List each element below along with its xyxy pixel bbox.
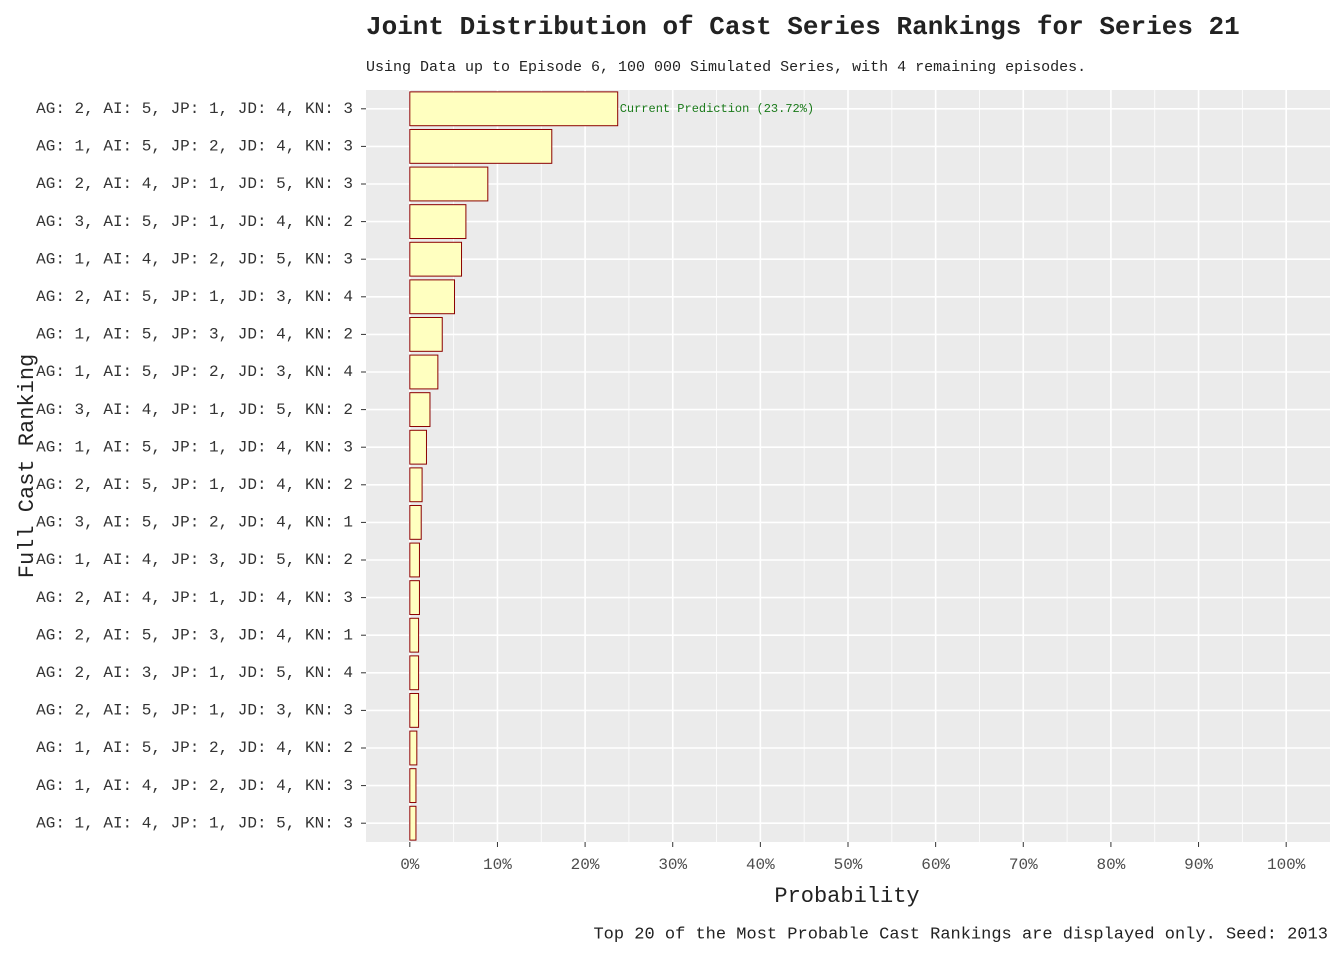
y-tick-label: AG: 1, AI: 5, JP: 2, JD: 3, KN: 4 xyxy=(36,363,353,381)
bar xyxy=(409,730,418,766)
x-tick-label: 30% xyxy=(658,856,687,874)
y-tick-label: AG: 3, AI: 5, JP: 1, JD: 4, KN: 2 xyxy=(36,213,353,231)
y-tick-label: AG: 2, AI: 5, JP: 1, JD: 4, KN: 2 xyxy=(36,476,353,494)
y-tick-label: AG: 1, AI: 5, JP: 3, JD: 4, KN: 2 xyxy=(36,326,353,344)
y-tick-label: AG: 1, AI: 5, JP: 2, JD: 4, KN: 3 xyxy=(36,138,353,156)
x-tick-label: 100% xyxy=(1267,856,1306,874)
y-tick-label: AG: 1, AI: 5, JP: 1, JD: 4, KN: 3 xyxy=(36,438,353,456)
bar xyxy=(409,241,463,277)
y-tick-label: AG: 1, AI: 5, JP: 2, JD: 4, KN: 2 xyxy=(36,739,353,757)
y-tick-label: AG: 2, AI: 4, JP: 1, JD: 4, KN: 3 xyxy=(36,589,353,607)
bar xyxy=(409,542,420,578)
y-tick-label: AG: 2, AI: 5, JP: 1, JD: 4, KN: 3 xyxy=(36,100,353,118)
x-tick-label: 90% xyxy=(1184,856,1213,874)
bar xyxy=(409,128,553,164)
x-tick-label: 50% xyxy=(834,856,863,874)
y-tick-label: AG: 2, AI: 5, JP: 1, JD: 3, KN: 4 xyxy=(36,288,353,306)
annotation: Current Prediction (23.72%) xyxy=(620,102,814,116)
x-axis-label: Probability xyxy=(774,884,919,909)
x-tick-label: 80% xyxy=(1097,856,1126,874)
y-tick-label: AG: 1, AI: 4, JP: 3, JD: 5, KN: 2 xyxy=(36,551,353,569)
y-axis-label: Full Cast Ranking xyxy=(15,354,40,578)
bar xyxy=(409,655,420,691)
bar xyxy=(409,166,489,202)
x-tick-label: 20% xyxy=(571,856,600,874)
x-tick-label: 70% xyxy=(1009,856,1038,874)
bar xyxy=(409,354,439,390)
x-tick-label: 40% xyxy=(746,856,775,874)
bar xyxy=(409,467,423,503)
bar xyxy=(409,692,420,728)
x-tick-label: 0% xyxy=(400,856,420,874)
y-tick-label: AG: 2, AI: 4, JP: 1, JD: 5, KN: 3 xyxy=(36,175,353,193)
bar xyxy=(409,204,467,240)
bar xyxy=(409,279,456,315)
y-tick-label: AG: 2, AI: 3, JP: 1, JD: 5, KN: 4 xyxy=(36,664,353,682)
bar xyxy=(409,617,420,653)
chart-subtitle: Using Data up to Episode 6, 100 000 Simu… xyxy=(366,59,1086,76)
bar xyxy=(409,504,422,540)
y-tick-label: AG: 1, AI: 4, JP: 1, JD: 5, KN: 3 xyxy=(36,814,353,832)
y-tick-label: AG: 2, AI: 5, JP: 1, JD: 3, KN: 3 xyxy=(36,702,353,720)
y-tick-label: AG: 1, AI: 4, JP: 2, JD: 4, KN: 3 xyxy=(36,777,353,795)
bar xyxy=(409,392,431,428)
bar xyxy=(409,91,619,127)
bar xyxy=(409,316,443,352)
y-tick-label: AG: 3, AI: 4, JP: 1, JD: 5, KN: 2 xyxy=(36,401,353,419)
x-tick-label: 10% xyxy=(483,856,512,874)
y-tick-label: AG: 1, AI: 4, JP: 2, JD: 5, KN: 3 xyxy=(36,250,353,268)
bar xyxy=(409,429,427,465)
x-tick-label: 60% xyxy=(921,856,950,874)
chart-title: Joint Distribution of Cast Series Rankin… xyxy=(366,12,1240,42)
y-tick-label: AG: 3, AI: 5, JP: 2, JD: 4, KN: 1 xyxy=(36,514,353,532)
bar xyxy=(409,805,417,841)
y-tick-label: AG: 2, AI: 5, JP: 3, JD: 4, KN: 1 xyxy=(36,626,353,644)
bar xyxy=(409,768,417,804)
caption: Top 20 of the Most Probable Cast Ranking… xyxy=(593,925,1328,944)
bar xyxy=(409,580,420,616)
